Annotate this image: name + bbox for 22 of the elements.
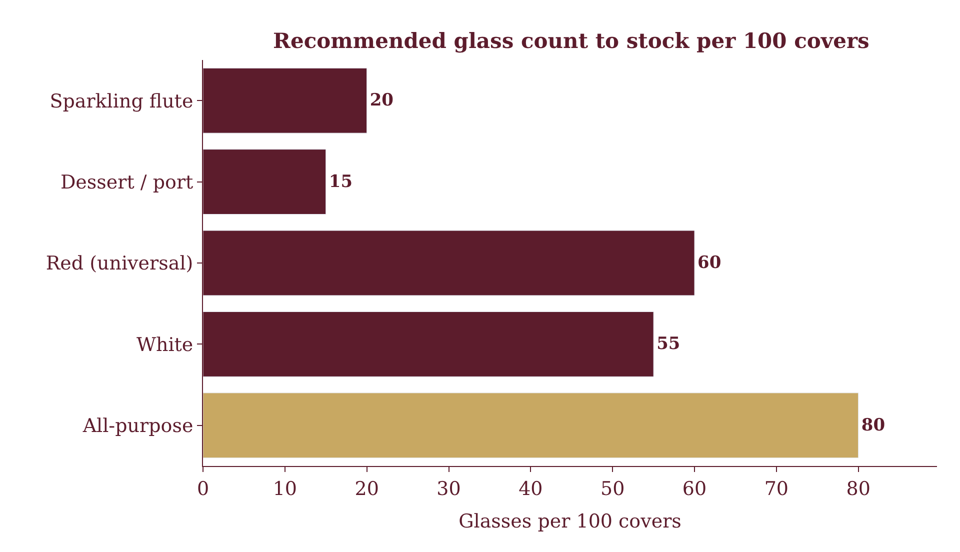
data-label: 60	[698, 253, 722, 273]
bar	[203, 392, 859, 458]
x-tick-label: 60	[682, 478, 707, 500]
x-tick-label: 20	[354, 478, 379, 500]
x-tick-label: 30	[436, 478, 461, 500]
y-tick-label: White	[136, 334, 194, 356]
y-tick-label: Red (universal)	[46, 252, 194, 275]
y-tick-label: Sparkling flute	[50, 90, 194, 112]
x-tick-label: 70	[764, 478, 789, 500]
data-label: 55	[656, 334, 680, 354]
x-tick-label: 80	[846, 478, 870, 500]
x-tick-label: 10	[272, 478, 298, 500]
x-tick-label: 50	[600, 478, 625, 500]
data-label: 20	[370, 90, 394, 111]
y-tick-label: Dessert / port	[60, 171, 194, 194]
x-axis-title: Glasses per 100 covers	[458, 510, 682, 533]
data-label: 80	[861, 415, 886, 436]
x-tick-label: 40	[518, 478, 543, 500]
chart-title: Recommended glass count to stock per 100 covers	[273, 28, 870, 53]
y-tick-label: All-purpose	[82, 415, 194, 438]
data-label: 15	[328, 172, 353, 192]
x-tick-label: 0	[196, 478, 210, 500]
